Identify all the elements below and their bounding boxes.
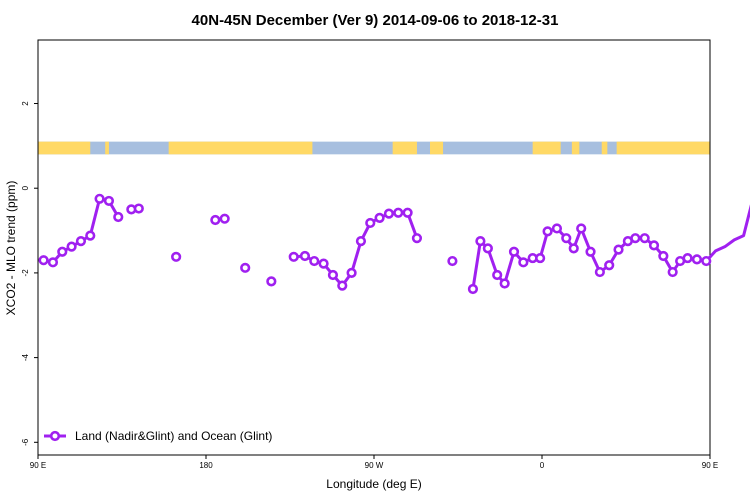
data-point: [682, 252, 693, 264]
legend: Land (Nadir&Glint) and Ocean (Glint): [44, 429, 272, 443]
data-point: [576, 223, 587, 234]
data-point: [402, 207, 413, 218]
x-tick-label: 90 E: [702, 461, 718, 470]
data-point: [103, 195, 115, 207]
data-point: [288, 251, 299, 262]
data-point: [266, 276, 277, 287]
data-point: [691, 254, 703, 265]
land-segment: [601, 141, 608, 155]
series-points: [38, 193, 712, 295]
x-axis: 90 E 180 90 W 0 90 E: [30, 455, 718, 470]
data-point: [374, 212, 385, 223]
data-point: [346, 267, 357, 279]
data-point: [542, 226, 553, 237]
data-point: [337, 280, 348, 291]
x-tick-label: 0: [540, 461, 545, 470]
y-tick-label: -6: [21, 438, 30, 446]
y-tick-label: -4: [21, 354, 30, 362]
data-point: [568, 243, 579, 254]
land-ocean-strip: [38, 141, 710, 155]
data-point: [318, 258, 329, 269]
data-point: [604, 260, 615, 271]
data-point: [66, 241, 77, 252]
data-point: [551, 223, 563, 234]
data-point: [648, 240, 660, 251]
data-point: [613, 244, 624, 255]
land-segment: [532, 141, 561, 155]
series-line: [43, 197, 120, 264]
plot-frame: [37, 39, 711, 456]
data-point: [113, 211, 124, 223]
data-point: [38, 255, 49, 266]
data-point: [447, 255, 458, 267]
data-point: [85, 230, 96, 241]
data-point: [518, 257, 529, 268]
data-point: [309, 255, 320, 267]
data-point: [171, 251, 182, 262]
land-segment: [168, 141, 313, 155]
legend-marker-swatch: [49, 430, 61, 442]
data-point: [365, 217, 376, 229]
land-segment: [105, 141, 109, 155]
y-axis-label: XCO2 - MLO trend (ppm): [4, 181, 18, 316]
data-point: [94, 193, 105, 204]
land-segment: [616, 141, 710, 155]
land-segment: [430, 141, 444, 155]
data-point: [585, 246, 596, 257]
data-point: [475, 236, 486, 247]
data-point: [75, 236, 87, 247]
x-axis-label: Longitude (deg E): [326, 477, 421, 491]
x-tick-label: 180: [199, 461, 213, 470]
y-tick-label: 0: [21, 185, 30, 190]
data-point: [535, 252, 546, 264]
y-tick-label: 2: [21, 101, 30, 106]
x-tick-label: 90 E: [30, 461, 46, 470]
data-point: [133, 203, 144, 214]
land-segment: [571, 141, 580, 155]
data-point: [383, 208, 395, 219]
data-point: [467, 283, 479, 295]
data-point: [492, 269, 503, 281]
land-segment: [38, 141, 91, 155]
data-point: [57, 246, 68, 257]
data-point: [630, 233, 641, 244]
data-point: [482, 243, 493, 254]
land-segment: [392, 141, 417, 155]
data-point: [240, 262, 251, 273]
legend-label: Land (Nadir&Glint) and Ocean (Glint): [75, 429, 272, 443]
data-point: [210, 214, 221, 226]
data-point: [561, 233, 572, 244]
data-point: [355, 236, 367, 247]
data-point: [219, 213, 230, 224]
data-point: [299, 250, 311, 262]
x-tick-label: 90 W: [365, 461, 384, 470]
data-point: [47, 257, 59, 268]
data-point: [499, 278, 510, 289]
series-line: [687, 204, 750, 263]
y-axis: 2 0 -2 -4 -6: [21, 101, 38, 446]
data-point: [658, 250, 669, 262]
data-point: [508, 246, 520, 257]
chart-title: 40N-45N December (Ver 9) 2014-09-06 to 2…: [192, 12, 559, 29]
data-point: [393, 207, 404, 218]
ocean-band: [38, 141, 710, 155]
data-point: [594, 266, 605, 278]
data-point: [411, 233, 423, 244]
y-tick-label: -2: [21, 269, 30, 277]
data-point: [327, 269, 339, 281]
data-point: [667, 266, 678, 278]
data-point: [639, 233, 650, 244]
data-point: [701, 255, 712, 267]
